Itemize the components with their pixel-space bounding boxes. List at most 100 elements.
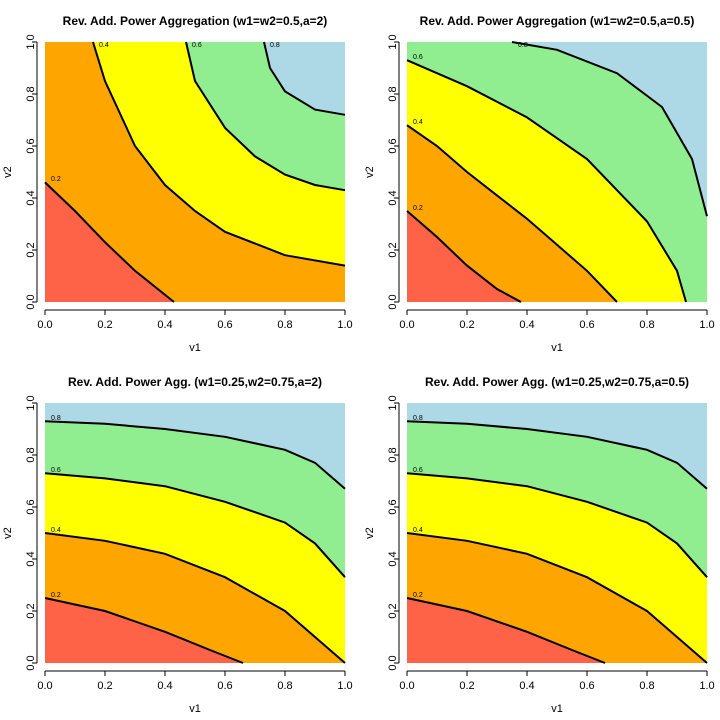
- contour-line: [263, 41, 346, 116]
- contour-label: 0.4: [413, 527, 423, 534]
- y-tick-label: 0.6: [25, 499, 37, 514]
- chart-title: Rev. Add. Power Agg. (w1=0.25,w2=0.75,a=…: [68, 375, 322, 389]
- y-tick-label: 1.0: [387, 34, 399, 49]
- x-tick-label: 0.8: [277, 319, 292, 331]
- contour-label: 0.6: [413, 467, 423, 474]
- y-tick-label: 0.4: [387, 190, 399, 205]
- y-tick-label: 1.0: [25, 34, 37, 49]
- y-axis-label: v2: [364, 166, 376, 178]
- contour-label: 0.2: [413, 592, 423, 599]
- y-tick-label: 0.6: [25, 138, 37, 153]
- contour-label: 0.4: [51, 527, 61, 534]
- x-tick-label: 0.6: [217, 680, 232, 692]
- y-tick-label: 0.2: [25, 242, 37, 257]
- x-axis-label: v1: [551, 703, 563, 715]
- y-tick-label: 0.0: [387, 655, 399, 670]
- y-tick-label: 1.0: [25, 395, 37, 410]
- contour-line: [92, 41, 346, 267]
- panel: Rev. Add. Power Agg. (w1=0.25,w2=0.75,a=…: [2, 375, 353, 715]
- contour-label: 0.2: [413, 205, 423, 212]
- x-tick-label: 0.8: [277, 680, 292, 692]
- contour-label: 0.4: [413, 119, 423, 126]
- x-tick-label: 0.4: [519, 680, 534, 692]
- x-tick-label: 0.4: [157, 319, 172, 331]
- chart-title: Rev. Add. Power Aggregation (w1=w2=0.5,a…: [63, 14, 328, 28]
- x-axis-label: v1: [189, 342, 201, 354]
- chart-title: Rev. Add. Power Agg. (w1=0.25,w2=0.75,a=…: [425, 375, 689, 389]
- y-tick-label: 0.4: [25, 190, 37, 205]
- x-axis-label: v1: [551, 342, 563, 354]
- y-tick-label: 0.6: [387, 138, 399, 153]
- y-axis-label: v2: [2, 166, 14, 178]
- contour-label: 0.2: [51, 176, 61, 183]
- contour-line: [185, 41, 346, 192]
- x-axis-label: v1: [189, 703, 201, 715]
- y-tick-label: 0.8: [387, 447, 399, 462]
- y-tick-label: 0.8: [387, 86, 399, 101]
- y-tick-label: 0.8: [25, 447, 37, 462]
- x-tick-label: 0.6: [579, 319, 594, 331]
- y-tick-label: 1.0: [387, 395, 399, 410]
- contour-line: [406, 597, 606, 664]
- chart-title: Rev. Add. Power Aggregation (w1=w2=0.5,a…: [420, 14, 695, 28]
- y-tick-label: 0.4: [25, 551, 37, 566]
- contour-band: [407, 211, 521, 302]
- x-tick-label: 0.2: [459, 319, 474, 331]
- x-tick-label: 0.0: [37, 319, 52, 331]
- y-tick-label: 0.0: [25, 655, 37, 670]
- x-tick-label: 0.4: [157, 680, 172, 692]
- y-tick-label: 0.2: [387, 603, 399, 618]
- x-tick-label: 0.2: [97, 680, 112, 692]
- contour-line: [44, 472, 346, 578]
- contour-band: [45, 182, 174, 302]
- contour-band: [407, 598, 605, 663]
- contour-line: [511, 41, 708, 217]
- contour-label: 0.6: [51, 467, 61, 474]
- contour-line: [406, 210, 522, 303]
- contour-label: 0.8: [413, 415, 423, 422]
- y-tick-label: 0.0: [25, 294, 37, 309]
- contour-band: [45, 598, 243, 663]
- panel: Rev. Add. Power Agg. (w1=0.25,w2=0.75,a=…: [364, 375, 715, 715]
- y-tick-label: 0.2: [387, 242, 399, 257]
- panel: Rev. Add. Power Aggregation (w1=w2=0.5,a…: [364, 14, 715, 354]
- x-tick-label: 0.4: [519, 319, 534, 331]
- contour-line: [44, 597, 244, 664]
- contour-label: 0.6: [192, 42, 202, 49]
- contour-line: [406, 532, 708, 664]
- x-tick-label: 1.0: [699, 319, 714, 331]
- x-tick-label: 0.6: [579, 680, 594, 692]
- contour-label: 0.4: [99, 42, 109, 49]
- contour-line: [44, 420, 346, 490]
- y-tick-label: 0.6: [387, 499, 399, 514]
- contour-label: 0.6: [413, 54, 423, 61]
- x-tick-label: 0.0: [37, 680, 52, 692]
- contour-label: 0.8: [51, 415, 61, 422]
- y-tick-label: 0.2: [25, 603, 37, 618]
- x-tick-label: 1.0: [337, 319, 352, 331]
- y-axis-label: v2: [2, 527, 14, 539]
- x-tick-label: 0.0: [399, 680, 414, 692]
- y-axis-label: v2: [364, 527, 376, 539]
- contour-line: [406, 124, 618, 303]
- x-tick-label: 0.2: [97, 319, 112, 331]
- x-tick-label: 1.0: [699, 680, 714, 692]
- y-tick-label: 0.8: [25, 86, 37, 101]
- y-tick-label: 0.4: [387, 551, 399, 566]
- x-tick-label: 0.6: [217, 319, 232, 331]
- contour-label: 0.8: [518, 42, 528, 49]
- panel: Rev. Add. Power Aggregation (w1=w2=0.5,a…: [2, 14, 353, 354]
- x-tick-label: 0.8: [639, 680, 654, 692]
- x-tick-label: 0.2: [459, 680, 474, 692]
- contour-line: [44, 532, 346, 664]
- x-tick-label: 0.8: [639, 319, 654, 331]
- contour-line: [406, 420, 708, 490]
- contour-label: 0.8: [270, 42, 280, 49]
- contour-label: 0.2: [51, 592, 61, 599]
- y-tick-label: 0.0: [387, 294, 399, 309]
- contour-line: [44, 181, 175, 303]
- x-tick-label: 0.0: [399, 319, 414, 331]
- contour-line: [406, 59, 687, 303]
